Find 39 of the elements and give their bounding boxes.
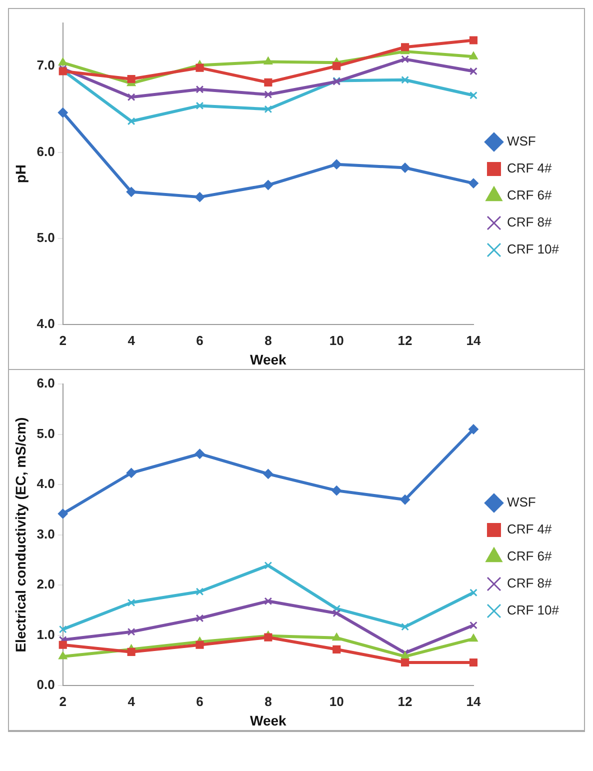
x-tick-label: 14 (466, 694, 482, 709)
y-tick-label: 0.0 (36, 677, 55, 692)
x-tick-label: 10 (329, 694, 344, 709)
x-tick-label: 2 (59, 694, 66, 709)
legend-label: CRF 6# (506, 188, 553, 203)
y-tick-label: 1.0 (36, 626, 55, 642)
legend-label: CRF 6# (506, 548, 553, 564)
y-tick-label: 2.0 (36, 576, 55, 592)
legend-label: CRF 4# (506, 522, 553, 537)
legend-label: CRF 10# (506, 242, 560, 257)
y-axis-title: Electrical conductivity (EC, mS/cm) (12, 417, 28, 652)
x-tick-label: 14 (466, 332, 482, 348)
y-tick-label: 5.0 (36, 426, 55, 441)
x-tick-label: 10 (329, 332, 344, 348)
x-tick-label: 6 (196, 694, 204, 709)
x-tick-label: 12 (398, 694, 412, 709)
legend-label: CRF 8# (506, 576, 553, 591)
y-tick-label: 3.0 (36, 526, 55, 542)
legend-label: WSF (506, 134, 536, 149)
x-axis-title: Week (250, 712, 287, 728)
legend-label: CRF 10# (506, 602, 560, 618)
x-tick-label: 4 (128, 332, 136, 348)
x-axis-title: Week (250, 351, 287, 368)
x-tick-label: 12 (398, 332, 412, 348)
y-tick-label: 5.0 (36, 230, 55, 246)
x-tick-label: 2 (59, 332, 66, 348)
x-tick-label: 4 (128, 694, 136, 709)
x-tick-label: 8 (264, 332, 272, 348)
y-tick-label: 7.0 (36, 58, 55, 73)
legend-label: CRF 4# (506, 160, 553, 176)
y-tick-label: 6.0 (36, 376, 55, 391)
y-tick-label: 4.0 (36, 476, 55, 492)
x-tick-label: 8 (264, 694, 272, 709)
x-tick-label: 6 (196, 332, 204, 348)
y-axis-title: pH (12, 164, 28, 184)
legend-label: CRF 8# (506, 214, 553, 230)
y-tick-label: 4.0 (36, 316, 55, 332)
y-tick-label: 6.0 (36, 144, 55, 159)
legend-label: WSF (506, 494, 536, 510)
